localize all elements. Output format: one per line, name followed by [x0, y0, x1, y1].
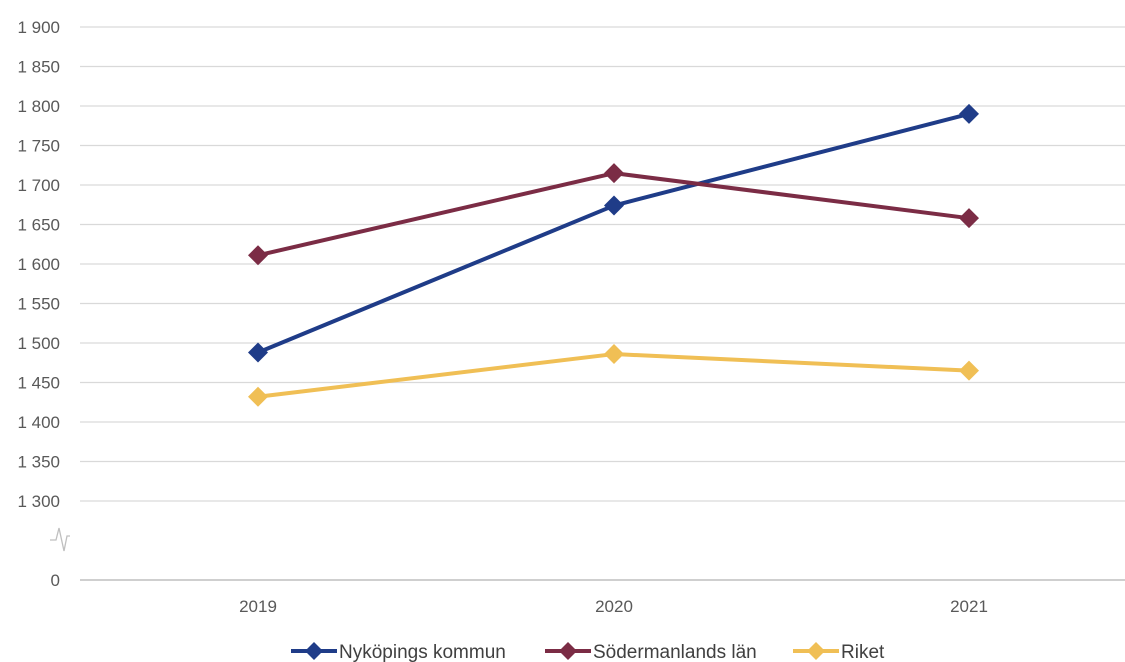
- y-tick-label: 1 350: [17, 453, 60, 472]
- y-tick-label: 1 600: [17, 255, 60, 274]
- data-point-marker: [959, 103, 979, 124]
- y-tick-label: 1 550: [17, 295, 60, 314]
- series-3: [248, 344, 979, 407]
- y-tick-label: 1 300: [17, 492, 60, 511]
- y-tick-label: 1 450: [17, 374, 60, 393]
- x-tick-label: 2020: [595, 597, 633, 616]
- legend-label: Riket: [841, 642, 885, 662]
- data-point-marker: [248, 342, 268, 363]
- y-tick-label: 1 900: [17, 18, 60, 37]
- legend-marker-icon: [305, 642, 323, 660]
- gridlines: [80, 26, 1125, 502]
- y-tick-label: 1 650: [17, 216, 60, 235]
- legend: Nyköpings kommun Södermanlands län Riket: [291, 642, 885, 662]
- data-point-marker: [248, 386, 268, 407]
- data-point-marker: [959, 360, 979, 381]
- y-tick-label: 1 800: [17, 97, 60, 116]
- legend-marker-icon: [807, 642, 825, 660]
- y-tick-label: 1 750: [17, 137, 60, 156]
- legend-label: Nyköpings kommun: [339, 642, 506, 662]
- legend-item: Riket: [793, 642, 885, 662]
- series-line: [257, 111, 970, 355]
- y-tick-label: 1 700: [17, 176, 60, 195]
- axis-break-icon: [50, 527, 70, 552]
- y-tick-label: 1 500: [17, 334, 60, 353]
- data-point-marker: [604, 195, 624, 216]
- series-2: [248, 163, 979, 266]
- x-axis-tick-labels: 2019 2020 2021: [239, 597, 988, 616]
- x-tick-label: 2021: [950, 597, 988, 616]
- series-1: [248, 103, 979, 363]
- data-point-marker: [604, 344, 624, 365]
- y-axis-tick-labels: 0 1 300 1 350 1 400 1 450 1 500 1 550 1 600 1 65…: [17, 18, 60, 590]
- data-point-marker: [959, 208, 979, 229]
- data-point-marker: [604, 163, 624, 184]
- series-lines: [248, 103, 979, 407]
- y-tick-label: 0: [51, 571, 60, 590]
- legend-marker-icon: [559, 642, 577, 660]
- data-point-marker: [248, 245, 268, 266]
- y-tick-label: 1 850: [17, 58, 60, 77]
- legend-label: Södermanlands län: [593, 642, 757, 662]
- y-tick-label: 1 400: [17, 413, 60, 432]
- x-tick-label: 2019: [239, 597, 277, 616]
- legend-item: Nyköpings kommun: [291, 642, 506, 662]
- legend-item: Södermanlands län: [545, 642, 757, 662]
